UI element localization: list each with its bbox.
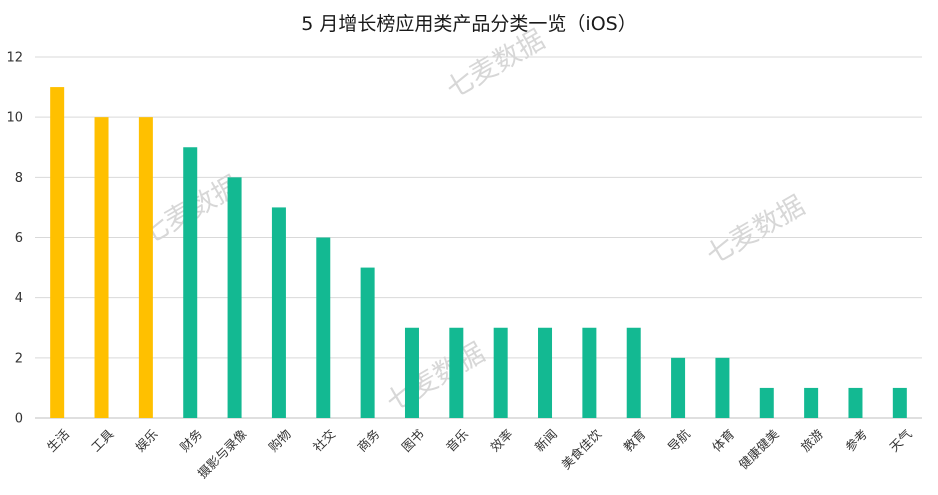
- x-category-label: 旅游: [798, 426, 827, 455]
- x-category-label: 新闻: [532, 426, 560, 454]
- y-tick-label: 6: [15, 231, 23, 246]
- x-category-label: 图书: [399, 426, 427, 454]
- x-category-label: 购物: [266, 426, 294, 454]
- bar-3: [138, 117, 153, 419]
- bar-8: [360, 267, 375, 418]
- x-category-label: 生活: [44, 426, 72, 454]
- y-axis-ticks: 0 2 4 6 8 10 12: [6, 51, 23, 427]
- x-category-label: 健康健美: [736, 426, 782, 472]
- bar-15: [671, 357, 686, 418]
- bar-9: [404, 327, 419, 418]
- x-category-label: 音乐: [443, 426, 471, 454]
- chart-title: 5 月增长榜应用类产品分类一览（iOS）: [301, 13, 637, 35]
- bar-18: [804, 387, 819, 418]
- y-tick-label: 10: [6, 111, 23, 126]
- bar-7: [316, 237, 331, 418]
- watermark-text: 七麦数据: [381, 337, 490, 418]
- x-category-label: 商务: [354, 426, 382, 454]
- x-category-label: 天气: [886, 426, 915, 455]
- watermark-text: 七麦数据: [701, 190, 810, 271]
- bar-4: [183, 147, 198, 418]
- y-tick-label: 4: [15, 291, 23, 306]
- bar-17: [759, 387, 774, 418]
- y-tick-label: 2: [15, 351, 23, 366]
- bar-11: [493, 327, 508, 418]
- x-category-label: 教育: [620, 426, 648, 454]
- x-category-label: 工具: [88, 426, 117, 455]
- bar-6: [271, 207, 286, 418]
- bar-2: [94, 117, 109, 419]
- bar-10: [449, 327, 464, 418]
- x-category-label: 效率: [487, 426, 515, 454]
- x-category-label: 社交: [310, 426, 338, 454]
- y-tick-label: 8: [15, 171, 23, 186]
- y-tick-label: 12: [6, 51, 23, 66]
- bars: [50, 87, 907, 419]
- bar-5: [227, 177, 242, 418]
- x-category-label: 娱乐: [132, 426, 160, 454]
- y-tick-label: 0: [15, 412, 23, 427]
- bar-16: [715, 357, 730, 418]
- bar-1: [50, 87, 65, 418]
- bar-14: [626, 327, 641, 418]
- x-category-label: 美食佳饮: [558, 426, 604, 472]
- bar-13: [582, 327, 597, 418]
- bar-20: [892, 387, 907, 418]
- x-category-label: 财务: [177, 426, 205, 454]
- x-category-label: 导航: [665, 426, 694, 455]
- bar-12: [538, 327, 553, 418]
- x-category-label: 体育: [709, 426, 737, 454]
- x-category-label: 参考: [842, 426, 870, 454]
- grid-lines: [35, 56, 922, 419]
- x-category-label: 摄影与录像: [195, 426, 250, 481]
- bar-19: [848, 387, 863, 418]
- watermark-text: 七麦数据: [441, 24, 550, 105]
